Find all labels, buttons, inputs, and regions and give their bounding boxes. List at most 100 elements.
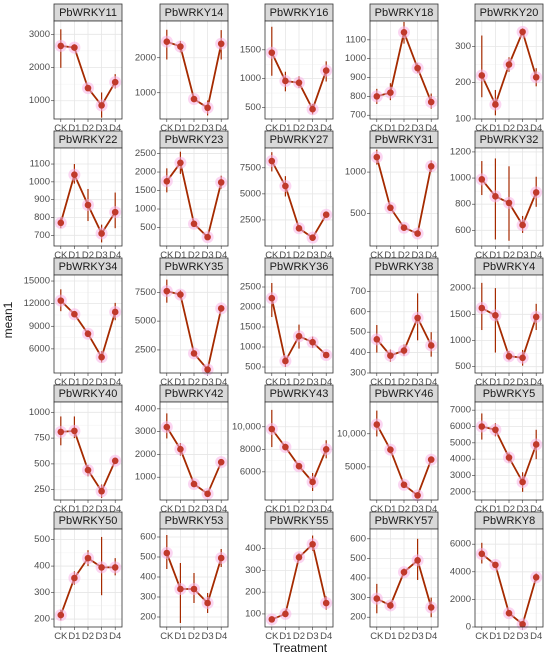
panel-title: PbWRKY14: [165, 7, 224, 19]
y-tick-label: 500: [245, 362, 261, 373]
data-point: [373, 153, 381, 161]
data-point: [322, 351, 330, 359]
y-tick-label: 300: [455, 41, 471, 52]
x-tick-label: D2: [398, 377, 410, 388]
data-point: [373, 93, 381, 100]
data-point: [309, 338, 316, 346]
x-tick-label: CK: [265, 123, 279, 134]
data-point: [163, 423, 171, 431]
x-tick-label: D1: [279, 631, 291, 642]
data-point: [400, 481, 408, 489]
x-tick-label: D1: [174, 250, 186, 261]
y-tick-label: 300: [34, 587, 50, 598]
y-tick-label: 2500: [135, 344, 156, 355]
data-point: [492, 193, 499, 200]
data-point: [190, 220, 198, 228]
x-tick-label: D4: [320, 250, 332, 261]
panel-border: [53, 401, 123, 501]
panel: PbWRKY38 300 400 500 600 700 CK D1 D2 D3 D4: [350, 257, 439, 388]
y-tick-label: 900: [350, 72, 366, 83]
panel-border: [474, 147, 544, 247]
data-point: [505, 609, 513, 617]
panel-title: PbWRKY32: [480, 134, 539, 146]
x-tick-label: D2: [82, 123, 94, 134]
x-tick-label: D3: [202, 377, 214, 388]
data-point: [190, 585, 198, 593]
y-tick-label: 2500: [135, 148, 156, 159]
x-tick-label: D1: [384, 631, 396, 642]
y-tick-label: 3000: [29, 29, 50, 40]
y-tick-label: 400: [350, 573, 366, 584]
panel: PbWRKY32 600 800 1000 1200 CK D1 D2 D3 D4: [450, 130, 544, 261]
data-point: [427, 456, 435, 463]
panel-border: [264, 147, 334, 247]
data-point: [478, 550, 486, 558]
x-tick-label: D2: [188, 631, 200, 642]
y-tick-label: 600: [350, 306, 366, 317]
x-tick-label: D1: [489, 123, 501, 134]
x-tick-label: D4: [320, 504, 332, 515]
data-point: [268, 157, 276, 165]
data-point: [322, 67, 330, 74]
x-tick-label: D1: [279, 123, 291, 134]
x-tick-label: CK: [160, 504, 174, 515]
panel: PbWRKY16 500 1000 1500 CK D1 D2 D3 D4: [240, 3, 334, 134]
data-point: [322, 446, 330, 453]
y-tick-label: 3000: [135, 426, 156, 437]
data-point: [414, 64, 421, 72]
x-tick-label: D3: [307, 123, 319, 134]
data-point: [217, 305, 225, 312]
data-point: [282, 610, 289, 618]
x-tick-label: D4: [530, 377, 542, 388]
x-tick-label: D3: [96, 250, 108, 261]
x-tick-label: D4: [425, 377, 437, 388]
y-tick-label: 15000: [24, 276, 50, 287]
data-point: [163, 177, 171, 185]
panel-title: PbWRKY43: [270, 388, 329, 400]
x-tick-label: D4: [530, 631, 542, 642]
data-point: [57, 611, 65, 619]
panel-title: PbWRKY4: [483, 261, 536, 273]
y-tick-label: 1000: [345, 167, 366, 178]
panel: PbWRKY57 200 300 400 500 600 CK D1 D2 D3 D4: [350, 511, 439, 642]
data-point: [84, 554, 92, 562]
panel: PbWRKY43 6000 8000 10,000 CK D1 D2 D3 D4: [232, 384, 334, 515]
x-tick-label: D2: [82, 250, 94, 261]
y-tick-label: 100: [245, 608, 261, 619]
x-tick-label: D3: [202, 123, 214, 134]
panel: PbWRKY40 250 500 750 1000 CK D1 D2 D3 D4: [29, 384, 123, 515]
panel-title: PbWRKY23: [165, 134, 224, 146]
x-tick-label: D3: [517, 123, 529, 134]
data-point: [282, 77, 289, 85]
y-tick-label: 300: [350, 368, 366, 379]
x-tick-label: D2: [82, 504, 94, 515]
x-tick-label: D3: [412, 631, 424, 642]
y-tick-label: 700: [350, 286, 366, 297]
data-point: [190, 350, 198, 357]
y-tick-label: 1500: [240, 44, 261, 55]
y-tick-label: 12000: [24, 298, 50, 309]
y-tick-label: 1500: [135, 185, 156, 196]
data-point: [492, 561, 499, 569]
data-point: [217, 458, 225, 466]
x-tick-label: D1: [489, 250, 501, 261]
panel-border: [264, 401, 334, 501]
x-tick-label: D4: [109, 123, 121, 134]
panel-title: PbWRKY55: [270, 515, 329, 527]
panel-border: [264, 20, 334, 120]
data-point: [427, 342, 435, 349]
x-tick-label: CK: [475, 123, 489, 134]
y-tick-label: 3000: [450, 470, 471, 481]
y-tick-label: 6000: [450, 539, 471, 550]
y-axis-title: mean1: [1, 301, 15, 338]
data-point: [111, 78, 119, 86]
x-tick-label: D2: [188, 377, 200, 388]
x-tick-label: D3: [202, 631, 214, 642]
panel-title: PbWRKY16: [270, 7, 329, 19]
data-point: [532, 574, 540, 581]
x-tick-label: D1: [68, 250, 80, 261]
y-tick-label: 500: [140, 222, 156, 233]
x-tick-label: D4: [530, 250, 542, 261]
data-point: [309, 234, 316, 241]
data-point: [204, 490, 211, 498]
